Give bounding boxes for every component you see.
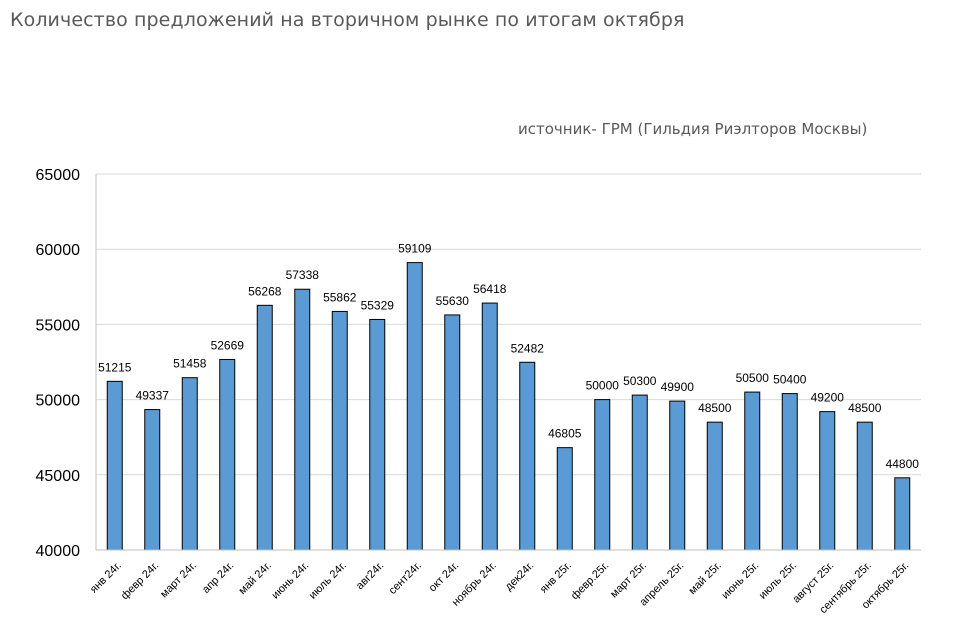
data-label: 59109 — [398, 242, 432, 256]
data-label: 46805 — [548, 427, 582, 441]
data-label: 52669 — [211, 338, 245, 352]
x-tick-label: апр 24г. — [200, 560, 236, 596]
bar — [481, 302, 498, 551]
x-axis-ticks: янв 24г.февр 24г.март 24г. апр 24г. май 24… — [88, 560, 911, 616]
source-note: источник- ГРМ (Гильдия Риэлторов Москвы) — [518, 120, 868, 138]
x-tick-label: дек24г. — [503, 560, 536, 593]
data-label: 55862 — [323, 290, 357, 304]
x-tick-label: май 25г. — [687, 560, 724, 597]
x-tick-label: янв 25г. — [538, 560, 574, 596]
x-tick-label: окт 24г. — [427, 560, 462, 595]
data-label: 49337 — [136, 389, 170, 403]
y-tick-label: 40000 — [36, 543, 81, 560]
bar — [256, 304, 273, 551]
data-label: 48500 — [848, 401, 882, 415]
y-tick-label: 45000 — [36, 468, 81, 485]
data-label: 50300 — [623, 374, 657, 388]
data-label: 51215 — [98, 360, 132, 374]
data-label: 56268 — [248, 284, 282, 298]
x-tick-label: сент24г. — [387, 560, 424, 597]
x-tick-label: март 24г. — [158, 560, 199, 601]
chart-title: Количество предложений на вторичном рынк… — [10, 9, 685, 31]
data-label: 44800 — [886, 457, 920, 471]
y-tick-label: 55000 — [36, 317, 81, 334]
bar — [744, 391, 761, 551]
x-tick-label: июнь 25г. — [719, 560, 761, 602]
x-tick-label: июль 24г. — [307, 560, 349, 602]
data-label: 57338 — [286, 268, 320, 282]
y-axis-ticks: 40000 45000 50000 55000 60000 65000 — [36, 167, 81, 560]
bar — [856, 421, 873, 551]
x-tick-label: авг24г. — [354, 560, 386, 592]
y-tick-label: 65000 — [36, 167, 81, 184]
y-tick-label: 50000 — [36, 393, 81, 410]
bar — [781, 393, 798, 551]
data-label: 56418 — [473, 282, 507, 296]
bar — [219, 358, 236, 551]
y-tick-label: 60000 — [36, 242, 81, 259]
bar — [706, 421, 723, 551]
bar — [369, 318, 386, 551]
bar — [819, 411, 836, 551]
bar — [594, 399, 611, 551]
bar — [406, 262, 423, 551]
bar — [106, 380, 123, 551]
data-label: 52482 — [511, 341, 545, 355]
data-label: 51458 — [173, 357, 207, 371]
data-label: 49200 — [811, 391, 845, 405]
bar — [894, 477, 911, 551]
x-tick-label: февр.25г. — [569, 560, 612, 603]
x-tick-label: янв 24г. — [88, 560, 124, 596]
data-label: 55630 — [436, 294, 470, 308]
data-label: 49900 — [661, 380, 695, 394]
data-label: 48500 — [698, 401, 732, 415]
x-tick-label: июнь 24г. — [269, 560, 311, 602]
bar — [294, 288, 311, 551]
bar — [144, 409, 161, 551]
bar — [519, 361, 536, 551]
bars — [106, 262, 911, 551]
data-label: 50500 — [736, 371, 770, 385]
x-tick-label: май 24г. — [237, 560, 274, 597]
bar — [556, 447, 573, 551]
bar — [181, 377, 198, 551]
data-label: 50000 — [586, 379, 620, 393]
x-tick-label: февр 24г. — [119, 560, 162, 603]
data-label: 50400 — [773, 373, 807, 387]
data-label: 55329 — [361, 298, 395, 312]
bar — [669, 400, 686, 551]
bar — [444, 314, 461, 551]
bar — [631, 394, 648, 551]
bar — [331, 310, 348, 551]
